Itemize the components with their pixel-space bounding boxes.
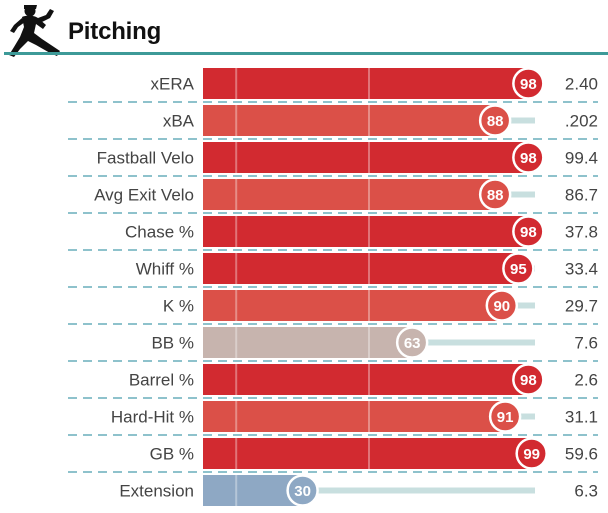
stat-value: 37.8 [565, 223, 598, 242]
section-title: Pitching [68, 18, 162, 45]
metric-label: Hard-Hit % [111, 408, 194, 427]
percentile-circle [485, 289, 519, 322]
percentile-circle [488, 400, 522, 433]
stat-value: 2.40 [565, 75, 598, 94]
stat-value: 6.3 [574, 482, 598, 501]
percentile-value: 63 [404, 335, 421, 352]
percentile-bar [203, 475, 303, 506]
stat-value: 31.1 [565, 408, 598, 427]
percentile-bar [203, 253, 519, 284]
percentile-value: 99 [523, 446, 540, 463]
percentile-circle [512, 363, 545, 396]
percentile-bar [203, 142, 529, 173]
section-header: Pitching [0, 0, 608, 58]
metric-label: BB % [151, 334, 194, 353]
percentile-value: 98 [520, 224, 537, 241]
stat-value: 2.6 [574, 371, 598, 390]
percentile-value: 95 [510, 261, 527, 278]
percentile-value: 88 [487, 113, 504, 130]
percentile-bar [203, 438, 532, 469]
percentile-chart: xERA 98 2.40 xBA 88 .202 Fastball Velo 98 99.4 Av… [68, 67, 598, 507]
stat-value: 99.4 [565, 149, 598, 168]
metric-label: Whiff % [136, 260, 194, 279]
percentile-circle [286, 474, 319, 507]
metric-label: Barrel % [129, 371, 194, 390]
percentile-bar [203, 68, 529, 99]
percentile-bar [203, 290, 502, 321]
title-rule [4, 52, 608, 55]
metric-label: GB % [150, 445, 194, 464]
track-line [203, 487, 535, 494]
metric-label: Extension [119, 482, 194, 501]
stat-value: 7.6 [574, 334, 598, 353]
percentile-circle [512, 141, 545, 174]
percentile-circle [512, 67, 545, 100]
stat-value: 29.7 [565, 297, 598, 316]
metric-label: Fastball Velo [97, 149, 194, 168]
percentile-circle [515, 437, 548, 470]
percentile-value: 90 [493, 298, 510, 315]
metric-label: xERA [151, 75, 195, 94]
percentile-circle [478, 104, 512, 137]
percentile-value: 98 [520, 372, 537, 389]
metric-label: Chase % [125, 223, 194, 242]
percentile-value: 88 [487, 187, 504, 204]
stat-value: 59.6 [565, 445, 598, 464]
percentile-bar [203, 327, 413, 358]
metric-label: Avg Exit Velo [94, 186, 194, 205]
percentile-bar [203, 364, 529, 395]
percentile-bar [203, 105, 496, 136]
stat-value: 33.4 [565, 260, 598, 279]
metric-label: xBA [163, 112, 195, 131]
percentile-value: 91 [497, 409, 514, 426]
percentile-circle [478, 178, 512, 211]
pitcher-icon [9, 5, 60, 57]
stat-value: .202 [565, 112, 598, 131]
percentile-bar [203, 179, 496, 210]
percentile-value: 98 [520, 76, 537, 93]
percentile-bar [203, 401, 506, 432]
percentile-value: 98 [520, 150, 537, 167]
percentile-bar [203, 216, 529, 247]
percentile-circle [395, 326, 429, 359]
percentile-circle [502, 252, 535, 285]
percentile-circle [512, 215, 545, 248]
metric-label: K % [163, 297, 194, 316]
percentile-value: 30 [294, 483, 311, 500]
stat-value: 86.7 [565, 186, 598, 205]
